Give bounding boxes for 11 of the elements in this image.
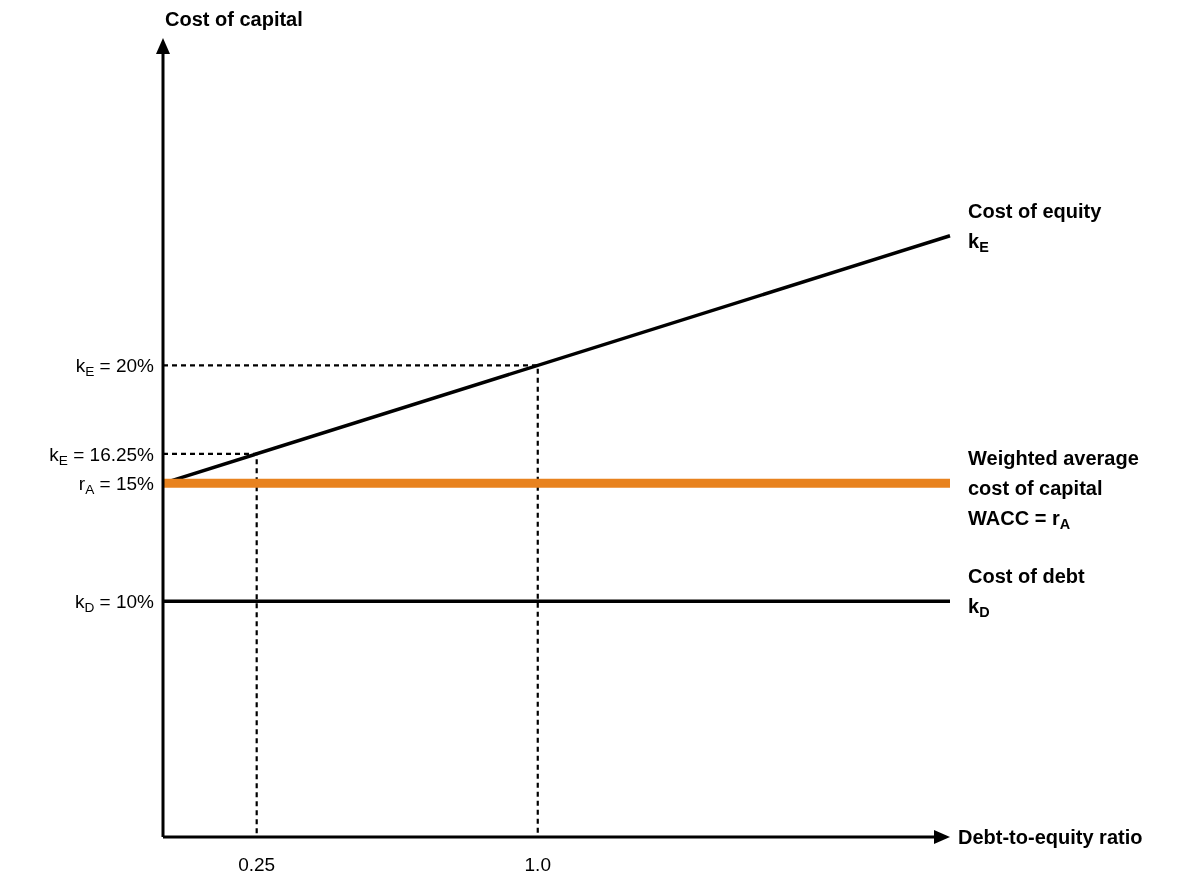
y-axis-title: Cost of capital	[165, 8, 303, 30]
y-tick-label: k$_{E}$ = 20%	[75, 355, 155, 380]
y-tick-label: k$_{D}$ = 10%	[74, 591, 155, 616]
series-label: Weighted average cost of capital WACC = r$_{A}$	[968, 447, 1139, 533]
series-label: Cost of debt k$_{D}$	[968, 565, 1085, 621]
x-tick-label: 1.0	[524, 854, 551, 875]
series-label: Cost of equity k$_{E}$	[968, 199, 1103, 255]
y-tick-label: r$_{A}$ = 15%	[78, 473, 155, 498]
x-tick-label: 0.25	[238, 854, 276, 875]
x-axis-title: Debt-to-equity ratio	[958, 826, 1143, 848]
y-tick-label: k$_{E}$ = 16.25%	[49, 443, 155, 469]
